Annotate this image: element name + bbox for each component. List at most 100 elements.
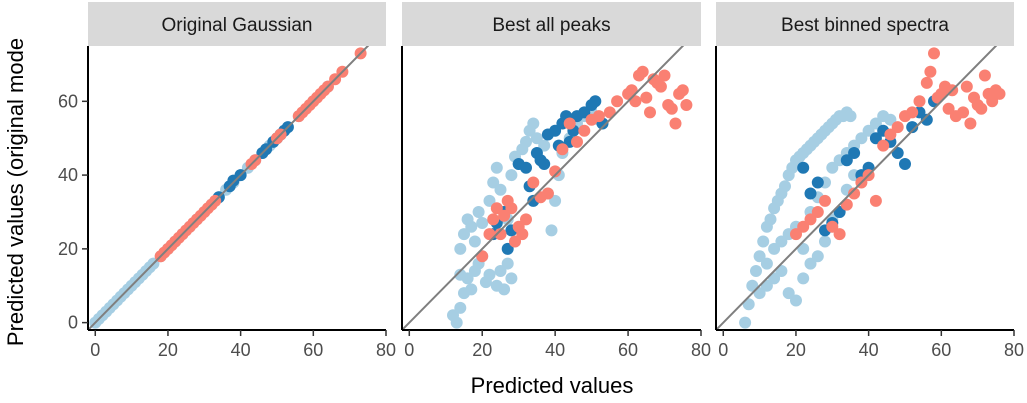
data-point (546, 224, 558, 236)
data-point (834, 228, 846, 240)
data-point (961, 81, 973, 93)
data-point (848, 147, 860, 159)
data-point (739, 317, 751, 329)
x-tick-label: 60 (618, 340, 638, 360)
data-point (779, 180, 791, 192)
data-point (659, 70, 671, 82)
y-tick-label: 60 (58, 91, 78, 111)
data-point (556, 143, 568, 155)
data-point (819, 195, 831, 207)
y-axis-title: Predicted values (original mode (3, 38, 28, 346)
x-axis-title: Predicted values (471, 373, 634, 398)
data-point (484, 269, 496, 281)
x-tick-label: 20 (472, 340, 492, 360)
x-tick-label: 0 (718, 340, 728, 360)
data-point (564, 118, 576, 130)
y-tick-label: 0 (68, 313, 78, 333)
panel-plot-area (88, 28, 386, 330)
x-tick-label: 60 (931, 340, 951, 360)
data-point (928, 47, 940, 59)
data-point (520, 213, 532, 225)
panel-plot-area (716, 28, 1014, 330)
identity-line (88, 28, 386, 330)
data-point (520, 136, 532, 148)
data-point (505, 169, 517, 181)
data-point (964, 118, 976, 130)
data-point (538, 158, 550, 170)
data-point (761, 258, 773, 270)
data-point (680, 99, 692, 111)
data-point (491, 162, 503, 174)
data-point (975, 103, 987, 115)
panel-plot-area (402, 28, 701, 330)
data-point (542, 188, 554, 200)
data-point (812, 250, 824, 262)
data-point (527, 118, 539, 130)
data-point (670, 118, 682, 130)
data-point (924, 66, 936, 78)
data-point (451, 317, 463, 329)
x-tick-label: 80 (376, 340, 396, 360)
data-point (979, 70, 991, 82)
data-point (797, 162, 809, 174)
data-point (877, 140, 889, 152)
identity-line (716, 28, 1014, 330)
data-point (677, 84, 689, 96)
data-point (469, 236, 481, 248)
data-point (495, 184, 507, 196)
data-point (765, 213, 777, 225)
data-point (994, 88, 1006, 100)
data-point (637, 66, 649, 78)
panel-1: Original Gaussian 0 20 40 60 80 0 20 40 60 (58, 2, 396, 360)
data-point (655, 81, 667, 93)
data-point (870, 195, 882, 207)
panels-layer: Original Gaussian0 20 40 60 800204060Best al… (58, 2, 1024, 360)
data-point (454, 302, 466, 314)
data-point (892, 121, 904, 133)
x-tick-label: 20 (786, 340, 806, 360)
panel-title: Original Gaussian (161, 15, 312, 36)
data-point (465, 221, 477, 233)
panel-2: Best all peaks 0 20 40 60 80 (402, 2, 711, 360)
x-tick-label: 40 (859, 340, 879, 360)
y-tick-label: 40 (58, 165, 78, 185)
data-point (666, 103, 678, 115)
data-point (921, 77, 933, 89)
data-point (644, 106, 656, 118)
x-tick-label: 80 (691, 340, 711, 360)
data-point (505, 202, 517, 214)
data-point (498, 283, 510, 295)
x-tick-label: 60 (303, 340, 323, 360)
data-point (487, 213, 499, 225)
data-point (520, 162, 532, 174)
x-tick-label: 0 (90, 340, 100, 360)
data-point (505, 272, 517, 284)
x-tick-label: 40 (545, 340, 565, 360)
data-point (454, 243, 466, 255)
data-point (465, 283, 477, 295)
identity-line (402, 28, 701, 330)
data-point (797, 272, 809, 284)
data-point (957, 106, 969, 118)
data-point (790, 295, 802, 307)
data-point (757, 236, 769, 248)
data-point (812, 206, 824, 218)
data-point (750, 265, 762, 277)
data-point (805, 188, 817, 200)
data-point (593, 110, 605, 122)
data-point (914, 95, 926, 107)
data-point (473, 206, 485, 218)
panel-3: Best binned spectra0 20 40 60 80 (716, 2, 1024, 360)
data-point (845, 110, 857, 122)
data-point (476, 217, 488, 229)
data-point (640, 92, 652, 104)
data-point (899, 158, 911, 170)
data-point (527, 177, 539, 189)
y-tick-label: 20 (58, 239, 78, 259)
data-point (578, 125, 590, 137)
data-point (502, 258, 514, 270)
x-tick-label: 40 (231, 340, 251, 360)
data-point (906, 106, 918, 118)
data-point (516, 228, 528, 240)
